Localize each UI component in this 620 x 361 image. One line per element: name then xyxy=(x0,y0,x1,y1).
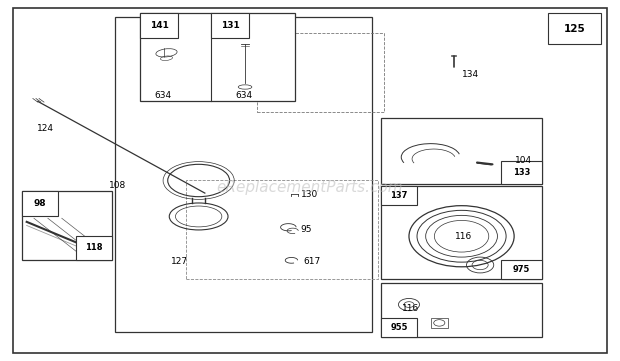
Text: eReplacementParts.com: eReplacementParts.com xyxy=(216,180,404,195)
Bar xyxy=(186,180,378,279)
Bar xyxy=(381,118,542,184)
Text: 98: 98 xyxy=(34,199,46,208)
Bar xyxy=(115,17,372,331)
Text: 975: 975 xyxy=(513,265,530,274)
Text: 133: 133 xyxy=(513,168,530,177)
Text: 124: 124 xyxy=(37,124,53,133)
Text: 116: 116 xyxy=(402,304,418,313)
Bar xyxy=(381,186,542,279)
Bar xyxy=(257,33,384,112)
Text: 130: 130 xyxy=(301,190,318,199)
Text: 634: 634 xyxy=(154,91,171,100)
Text: 127: 127 xyxy=(171,257,188,266)
Bar xyxy=(500,161,542,184)
Text: 617: 617 xyxy=(304,257,321,266)
Text: 116: 116 xyxy=(455,232,472,241)
Bar xyxy=(76,236,112,260)
Text: 108: 108 xyxy=(109,181,126,190)
Bar xyxy=(140,13,294,101)
Bar xyxy=(548,13,601,44)
Text: 131: 131 xyxy=(221,21,239,30)
Bar xyxy=(211,13,249,39)
Text: 137: 137 xyxy=(391,191,408,200)
Text: 955: 955 xyxy=(391,323,408,332)
Bar xyxy=(381,283,542,337)
Bar xyxy=(381,318,417,337)
Text: 141: 141 xyxy=(149,21,169,30)
Bar xyxy=(140,13,178,39)
Bar xyxy=(431,318,448,328)
Bar xyxy=(22,191,112,260)
Bar xyxy=(22,191,58,217)
Text: 118: 118 xyxy=(86,243,103,252)
Text: 134: 134 xyxy=(461,70,479,79)
Bar xyxy=(381,186,417,205)
Text: 104: 104 xyxy=(515,156,532,165)
Text: 125: 125 xyxy=(564,23,585,34)
Text: 95: 95 xyxy=(301,225,312,234)
Bar xyxy=(500,260,542,279)
Text: 634: 634 xyxy=(236,91,253,100)
